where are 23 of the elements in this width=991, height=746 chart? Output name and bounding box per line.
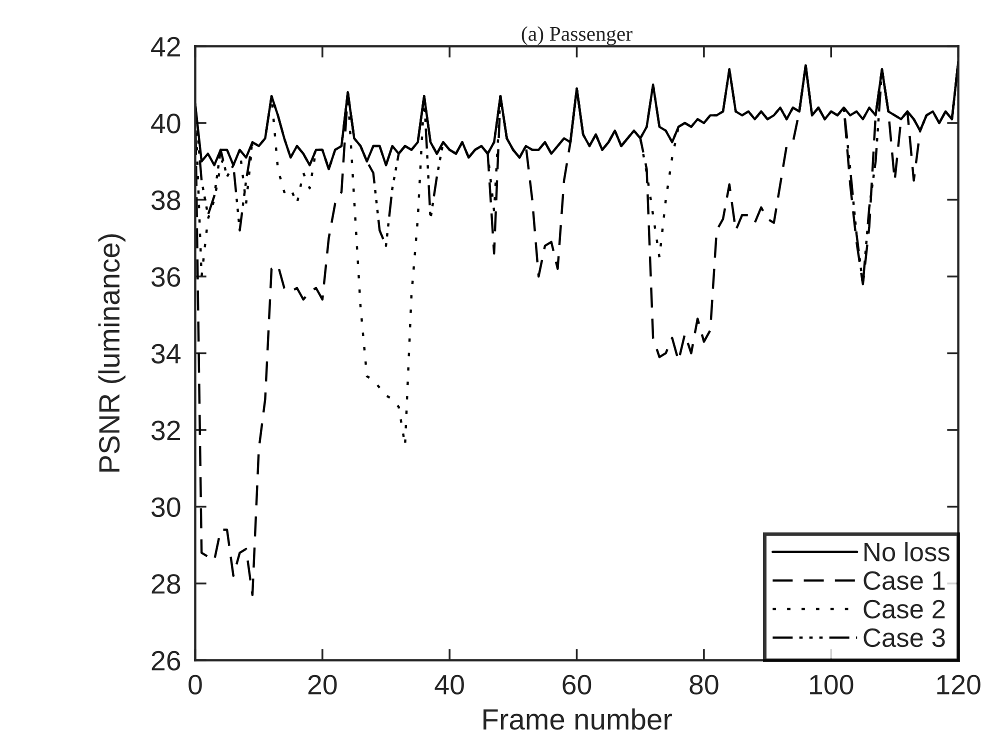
- x-tick-label: 100: [810, 674, 854, 695]
- x-tick-label: 0: [188, 674, 202, 695]
- x-tick-label: 120: [937, 674, 980, 695]
- x-tick-label: 20: [308, 674, 337, 695]
- y-tick-label: 42: [151, 36, 180, 56]
- y-tick-label: 36: [152, 267, 180, 287]
- x-axis-title: Frame number: [484, 708, 672, 730]
- x-tick-label: 40: [434, 674, 464, 695]
- y-tick-label: 32: [152, 420, 180, 440]
- y-tick-label: 38: [152, 190, 180, 210]
- y-tick-label: 26: [152, 650, 180, 671]
- y-tick-label: 30: [152, 497, 180, 518]
- y-tick-label: 40: [151, 114, 180, 134]
- y-tick-label: 34: [152, 344, 181, 364]
- y-tick-label: 28: [152, 574, 180, 594]
- legend-label: Case 1: [864, 571, 945, 590]
- legend-label: Case 2: [864, 600, 945, 619]
- y-axis-title: PSNR (luminance): [98, 234, 126, 472]
- x-tick-label: 80: [690, 674, 718, 695]
- x-tick-label: 60: [562, 674, 592, 695]
- legend-label: Case 3: [864, 628, 945, 648]
- legend-label: No loss: [864, 542, 950, 562]
- chart-title: (a) Passenger: [522, 26, 632, 46]
